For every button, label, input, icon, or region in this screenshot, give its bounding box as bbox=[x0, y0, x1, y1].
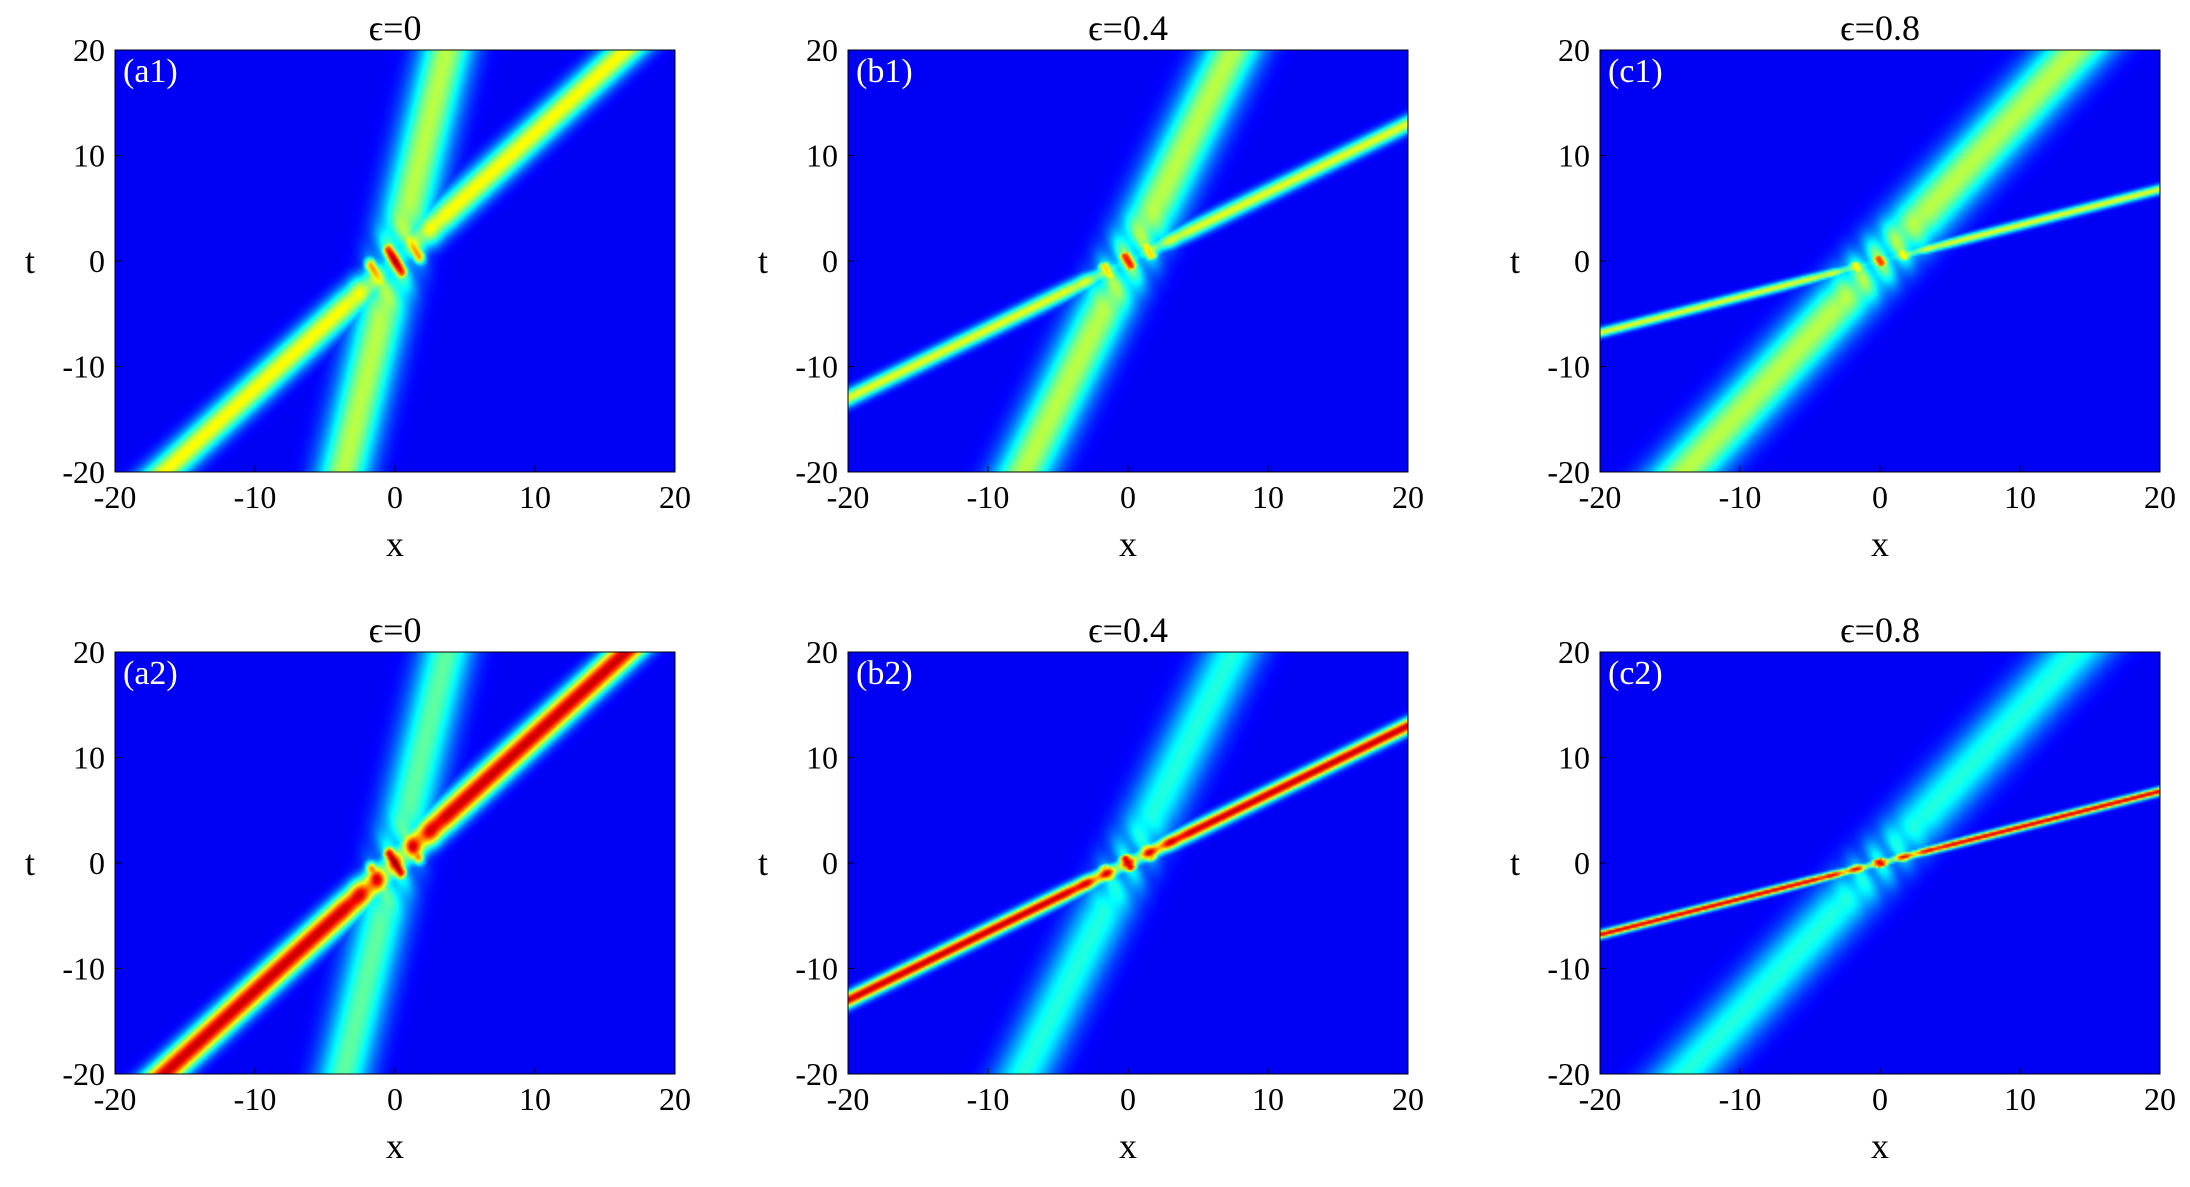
y-tick-label: 20 bbox=[1558, 32, 1590, 68]
x-tick-label: -10 bbox=[1719, 479, 1762, 515]
x-tick-label: 0 bbox=[387, 479, 403, 515]
x-tick-label: 20 bbox=[659, 479, 691, 515]
x-tick-label: -10 bbox=[967, 479, 1010, 515]
panel-title: ϵ=0.8 bbox=[1840, 8, 1920, 48]
panel-tag: (c1) bbox=[1608, 53, 1663, 90]
y-tick-label: -10 bbox=[795, 349, 838, 385]
x-tick-label: 20 bbox=[2144, 1081, 2176, 1117]
y-tick-label: -20 bbox=[795, 454, 838, 490]
x-tick-label: 0 bbox=[387, 1081, 403, 1117]
heatmap-image bbox=[1600, 50, 2160, 472]
y-tick-label: 0 bbox=[822, 243, 838, 279]
x-axis-label: x bbox=[386, 524, 404, 564]
y-tick-label: -10 bbox=[62, 951, 105, 987]
x-tick-label: 10 bbox=[1252, 1081, 1284, 1117]
x-tick-label: -20 bbox=[827, 1081, 870, 1117]
y-tick-label: 10 bbox=[1558, 740, 1590, 776]
x-tick-label: 10 bbox=[519, 479, 551, 515]
y-tick-label: 0 bbox=[89, 243, 105, 279]
x-tick-label: 20 bbox=[1392, 1081, 1424, 1117]
x-tick-label: -20 bbox=[827, 479, 870, 515]
x-tick-label: 10 bbox=[519, 1081, 551, 1117]
heatmap-image bbox=[115, 50, 675, 472]
x-tick-label: 20 bbox=[659, 1081, 691, 1117]
panel-title: ϵ=0.8 bbox=[1840, 610, 1920, 650]
panel-tag: (c2) bbox=[1608, 655, 1663, 692]
panel-title: ϵ=0.4 bbox=[1088, 610, 1168, 650]
x-axis-label: x bbox=[1119, 524, 1137, 564]
panel-tag: (b1) bbox=[856, 53, 913, 90]
y-tick-label: -10 bbox=[1547, 349, 1590, 385]
x-tick-label: 20 bbox=[1392, 479, 1424, 515]
y-axis-label: t bbox=[25, 241, 35, 281]
panel-title: ϵ=0 bbox=[369, 8, 422, 48]
panel-title: ϵ=0.4 bbox=[1088, 8, 1168, 48]
x-tick-label: 10 bbox=[1252, 479, 1284, 515]
x-tick-label: 0 bbox=[1120, 479, 1136, 515]
y-tick-label: -10 bbox=[1547, 951, 1590, 987]
y-axis-label: t bbox=[758, 843, 768, 883]
y-tick-label: 20 bbox=[806, 634, 838, 670]
y-tick-label: 20 bbox=[806, 32, 838, 68]
y-axis-label: t bbox=[1510, 241, 1520, 281]
x-tick-label: 0 bbox=[1872, 1081, 1888, 1117]
x-axis-label: x bbox=[1871, 524, 1889, 564]
x-tick-label: 0 bbox=[1120, 1081, 1136, 1117]
y-tick-label: -20 bbox=[62, 1056, 105, 1092]
x-tick-label: 10 bbox=[2004, 479, 2036, 515]
y-tick-label: 20 bbox=[73, 634, 105, 670]
x-tick-label: -10 bbox=[1719, 1081, 1762, 1117]
y-tick-label: 10 bbox=[73, 740, 105, 776]
heatmap-image bbox=[848, 50, 1408, 472]
x-tick-label: 20 bbox=[2144, 479, 2176, 515]
y-axis-label: t bbox=[1510, 843, 1520, 883]
x-tick-label: -10 bbox=[234, 479, 277, 515]
x-tick-label: -20 bbox=[1579, 479, 1622, 515]
x-tick-label: 0 bbox=[1872, 479, 1888, 515]
x-tick-label: -10 bbox=[967, 1081, 1010, 1117]
y-tick-label: 10 bbox=[1558, 138, 1590, 174]
y-tick-label: -10 bbox=[62, 349, 105, 385]
heatmap-image bbox=[848, 652, 1408, 1074]
y-axis-label: t bbox=[758, 241, 768, 281]
y-tick-label: 0 bbox=[1574, 845, 1590, 881]
x-axis-label: x bbox=[1871, 1126, 1889, 1166]
y-tick-label: 0 bbox=[89, 845, 105, 881]
y-tick-label: -20 bbox=[1547, 454, 1590, 490]
y-tick-label: -10 bbox=[795, 951, 838, 987]
panel-tag: (a1) bbox=[123, 53, 178, 90]
x-tick-label: -20 bbox=[94, 479, 137, 515]
panel-tag: (b2) bbox=[856, 655, 913, 692]
y-tick-label: 10 bbox=[73, 138, 105, 174]
y-tick-label: 0 bbox=[1574, 243, 1590, 279]
x-axis-label: x bbox=[386, 1126, 404, 1166]
heatmap-image bbox=[115, 652, 675, 1074]
y-tick-label: 20 bbox=[1558, 634, 1590, 670]
x-tick-label: -10 bbox=[234, 1081, 277, 1117]
y-tick-label: 20 bbox=[73, 32, 105, 68]
y-tick-label: 10 bbox=[806, 138, 838, 174]
x-axis-label: x bbox=[1119, 1126, 1137, 1166]
y-tick-label: -20 bbox=[1547, 1056, 1590, 1092]
y-tick-label: 0 bbox=[822, 845, 838, 881]
y-tick-label: -20 bbox=[62, 454, 105, 490]
panel-title: ϵ=0 bbox=[369, 610, 422, 650]
y-tick-label: 10 bbox=[806, 740, 838, 776]
heatmap-image bbox=[1600, 652, 2160, 1074]
x-tick-label: -20 bbox=[94, 1081, 137, 1117]
x-tick-label: -20 bbox=[1579, 1081, 1622, 1117]
panel-tag: (a2) bbox=[123, 655, 178, 692]
x-tick-label: 10 bbox=[2004, 1081, 2036, 1117]
y-axis-label: t bbox=[25, 843, 35, 883]
y-tick-label: -20 bbox=[795, 1056, 838, 1092]
